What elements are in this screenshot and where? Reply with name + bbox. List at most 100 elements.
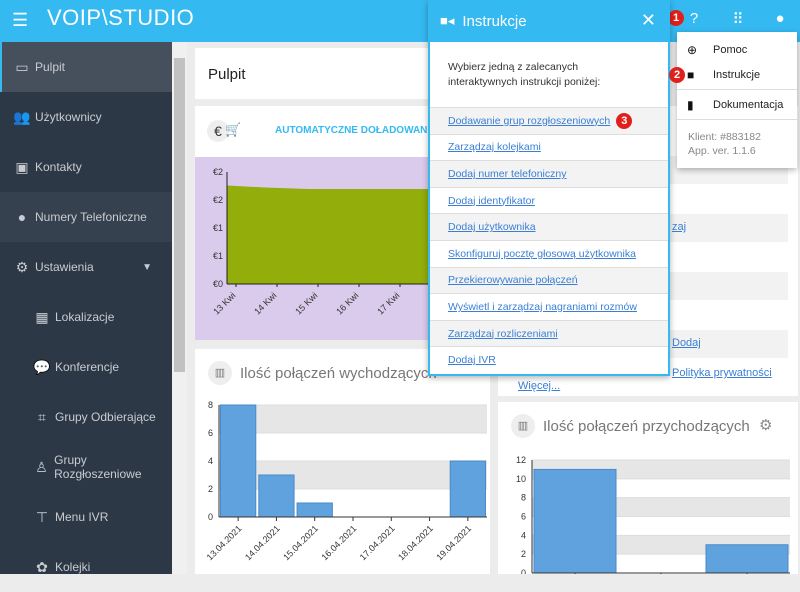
page-title: Pulpit (208, 66, 246, 83)
menu-item-label: Instrukcje (713, 69, 761, 81)
menu-item-label: Pomoc (713, 44, 748, 56)
instruction-link[interactable]: Dodaj użytkownika (448, 221, 536, 234)
autoload-link[interactable]: AUTOMATYCZNE DOŁADOWANIE (275, 125, 437, 136)
step-badge-2: 2 (669, 67, 685, 83)
sidebar-item-locations[interactable]: ▦ Lokalizacje (0, 292, 172, 342)
menu-item-documentation[interactable]: ▮ Dokumentacja (687, 98, 783, 112)
sidebar-item-broadcast-groups[interactable]: ♙ Grupy Rozgłoszeniowe (0, 442, 172, 492)
users-icon: 👥 (13, 108, 31, 125)
panel-title: Instrukcje (462, 12, 527, 30)
building-icon: ▦ (35, 308, 49, 325)
instruction-link[interactable]: Przekierowywanie połączeń (448, 274, 578, 287)
instruction-link[interactable]: Dodawanie grup rozgłoszeniowych (448, 114, 611, 127)
instruction-item[interactable]: Dodawanie grup rozgłoszeniowych 3 (430, 107, 668, 134)
add-link[interactable]: Dodaj (672, 337, 701, 349)
sidebar-item-contacts[interactable]: ▣ Kontakty (0, 142, 172, 192)
instruction-item[interactable]: Zarządzaj kolejkami (430, 133, 668, 161)
sidebar-item-users[interactable]: 👥 Użytkownicy (0, 92, 172, 142)
close-icon[interactable]: ✕ (640, 10, 656, 30)
sidebar-item-conferences[interactable]: 💬 Konferencje (0, 342, 172, 392)
bar (533, 468, 617, 574)
video-camera-icon: ■◂ (440, 13, 455, 28)
page-title-card: Pulpit (195, 48, 435, 99)
menu-item-instructions[interactable]: ■ Instrukcje (687, 68, 760, 82)
ivr-icon: ⊤ (35, 508, 49, 525)
monitor-icon: ▭ (15, 58, 29, 75)
sidebar-item-label: Lokalizacje (55, 310, 115, 324)
apps-grid-icon[interactable]: ⠿ (732, 11, 744, 28)
sidebar-item-pickup-groups[interactable]: ⌗ Grupy Odbierające (0, 392, 172, 442)
sidebar-scrollbar[interactable] (172, 42, 187, 574)
instruction-item[interactable]: Zarządzaj rozliczeniami (430, 319, 668, 347)
bar (258, 474, 295, 518)
panel-description: Wybierz jedną z zalecanych interaktywnyc… (448, 61, 601, 88)
cart-icon[interactable]: 🛒 (225, 122, 242, 137)
card-title: Ilość połączeń wychodzących (240, 364, 437, 382)
sidebar-item-label: Menu IVR (55, 510, 109, 524)
lifebuoy-icon: ⊕ (687, 43, 698, 57)
instruction-item[interactable]: Dodaj IVR (430, 346, 668, 373)
gear-icon[interactable]: ⚙ (759, 417, 773, 434)
instruction-item[interactable]: Dodaj identyfikator (430, 186, 668, 214)
y-tick-label: 8 (521, 493, 526, 503)
sidebar-item-label: Grupy Odbierające (55, 410, 156, 424)
scrollbar-thumb[interactable] (174, 58, 185, 372)
privacy-policy-link[interactable]: Polityka prywatności (672, 367, 772, 379)
logo[interactable]: VOIP\STUDIO (47, 5, 195, 30)
x-tick-label: 17 Kwi (375, 290, 401, 316)
sidebar-item-settings[interactable]: ⚙ Ustawienia ▼ (0, 242, 172, 292)
instruction-item[interactable]: Przekierowywanie połączeń (430, 266, 668, 294)
sidebar-item-label: Użytkownicy (35, 110, 102, 124)
contact-icon: ▣ (15, 158, 29, 175)
instruction-link[interactable]: Zarządzaj rozliczeniami (448, 327, 558, 340)
bar-chart-icon: ▥ (511, 414, 535, 438)
x-tick-label: 16 Kwi (334, 290, 360, 316)
instruction-link[interactable]: Skonfiguruj pocztę głosową użytkownika (448, 247, 636, 260)
x-tick-label: 15 Kwi (293, 290, 319, 316)
instruction-link[interactable]: Dodaj identyfikator (448, 194, 535, 207)
y-tick-label: 4 (521, 530, 526, 540)
x-tick-label: 17.04.2021 (358, 523, 397, 562)
pickup-icon: ⌗ (38, 408, 46, 425)
outgoing-calls-card: ▥ Ilość połączeń wychodzących 0 2 4 6 8 13.04.… (195, 349, 490, 574)
y-tick-label: 4 (208, 456, 213, 466)
gears-icon: ⚙ (15, 258, 29, 275)
sidebar-item-label: Kolejki (55, 560, 91, 574)
menu-icon[interactable]: ☰ (12, 10, 29, 30)
x-tick-label: 13.04.2021 (205, 523, 244, 562)
divider (677, 89, 797, 90)
instruction-item[interactable]: Dodaj użytkownika (430, 213, 668, 240)
sidebar-item-pulpit[interactable]: ▭ Pulpit (0, 42, 172, 92)
instruction-link[interactable]: Dodaj numer telefoniczny (448, 167, 567, 180)
x-tick-label: 18.04.2021 (396, 523, 435, 562)
chevron-down-icon: ▼ (142, 261, 152, 273)
sidebar-item-ivr[interactable]: ⊤ Menu IVR (0, 492, 172, 542)
sidebar-item-phone-numbers[interactable]: ● Numery Telefoniczne (0, 192, 172, 242)
globe-icon: ● (17, 209, 27, 225)
account-icon[interactable]: ● (775, 10, 785, 27)
instruction-item[interactable]: Dodaj numer telefoniczny (430, 160, 668, 187)
bar (705, 544, 789, 574)
instruction-item[interactable]: Skonfiguruj pocztę głosową użytkownika (430, 239, 668, 267)
y-tick-label: 12 (516, 455, 526, 465)
sidebar-item-queues[interactable]: ✿ Kolejki (0, 542, 172, 592)
y-tick-label: €2 (213, 167, 223, 177)
menu-item-help[interactable]: ⊕ Pomoc (687, 43, 747, 57)
x-tick-label: 13 Kwi (211, 290, 237, 316)
more-link[interactable]: Więcej... (518, 380, 561, 392)
info-link[interactable]: zaj (672, 221, 687, 233)
x-tick-label: 19.04.2021 (434, 523, 473, 562)
instruction-link[interactable]: Zarządzaj kolejkami (448, 141, 541, 154)
instruction-link[interactable]: Dodaj IVR (448, 354, 496, 367)
y-tick-label: 6 (208, 428, 213, 438)
video-camera-icon: ■ (687, 68, 695, 82)
chat-icon: 💬 (33, 358, 51, 375)
menu-item-label: Dokumentacja (713, 99, 784, 111)
instruction-item[interactable]: Wyświetl i zarządzaj nagraniami rozmów (430, 293, 668, 320)
instruction-link[interactable]: Wyświetl i zarządzaj nagraniami rozmów (448, 300, 637, 313)
divider (677, 119, 797, 120)
help-icon[interactable]: ? (689, 10, 699, 27)
app-version: App. ver. 1.1.6 (688, 145, 756, 157)
bar-chart-icon: ▥ (208, 361, 232, 385)
x-tick-label: 14.04.2021 (243, 523, 282, 562)
